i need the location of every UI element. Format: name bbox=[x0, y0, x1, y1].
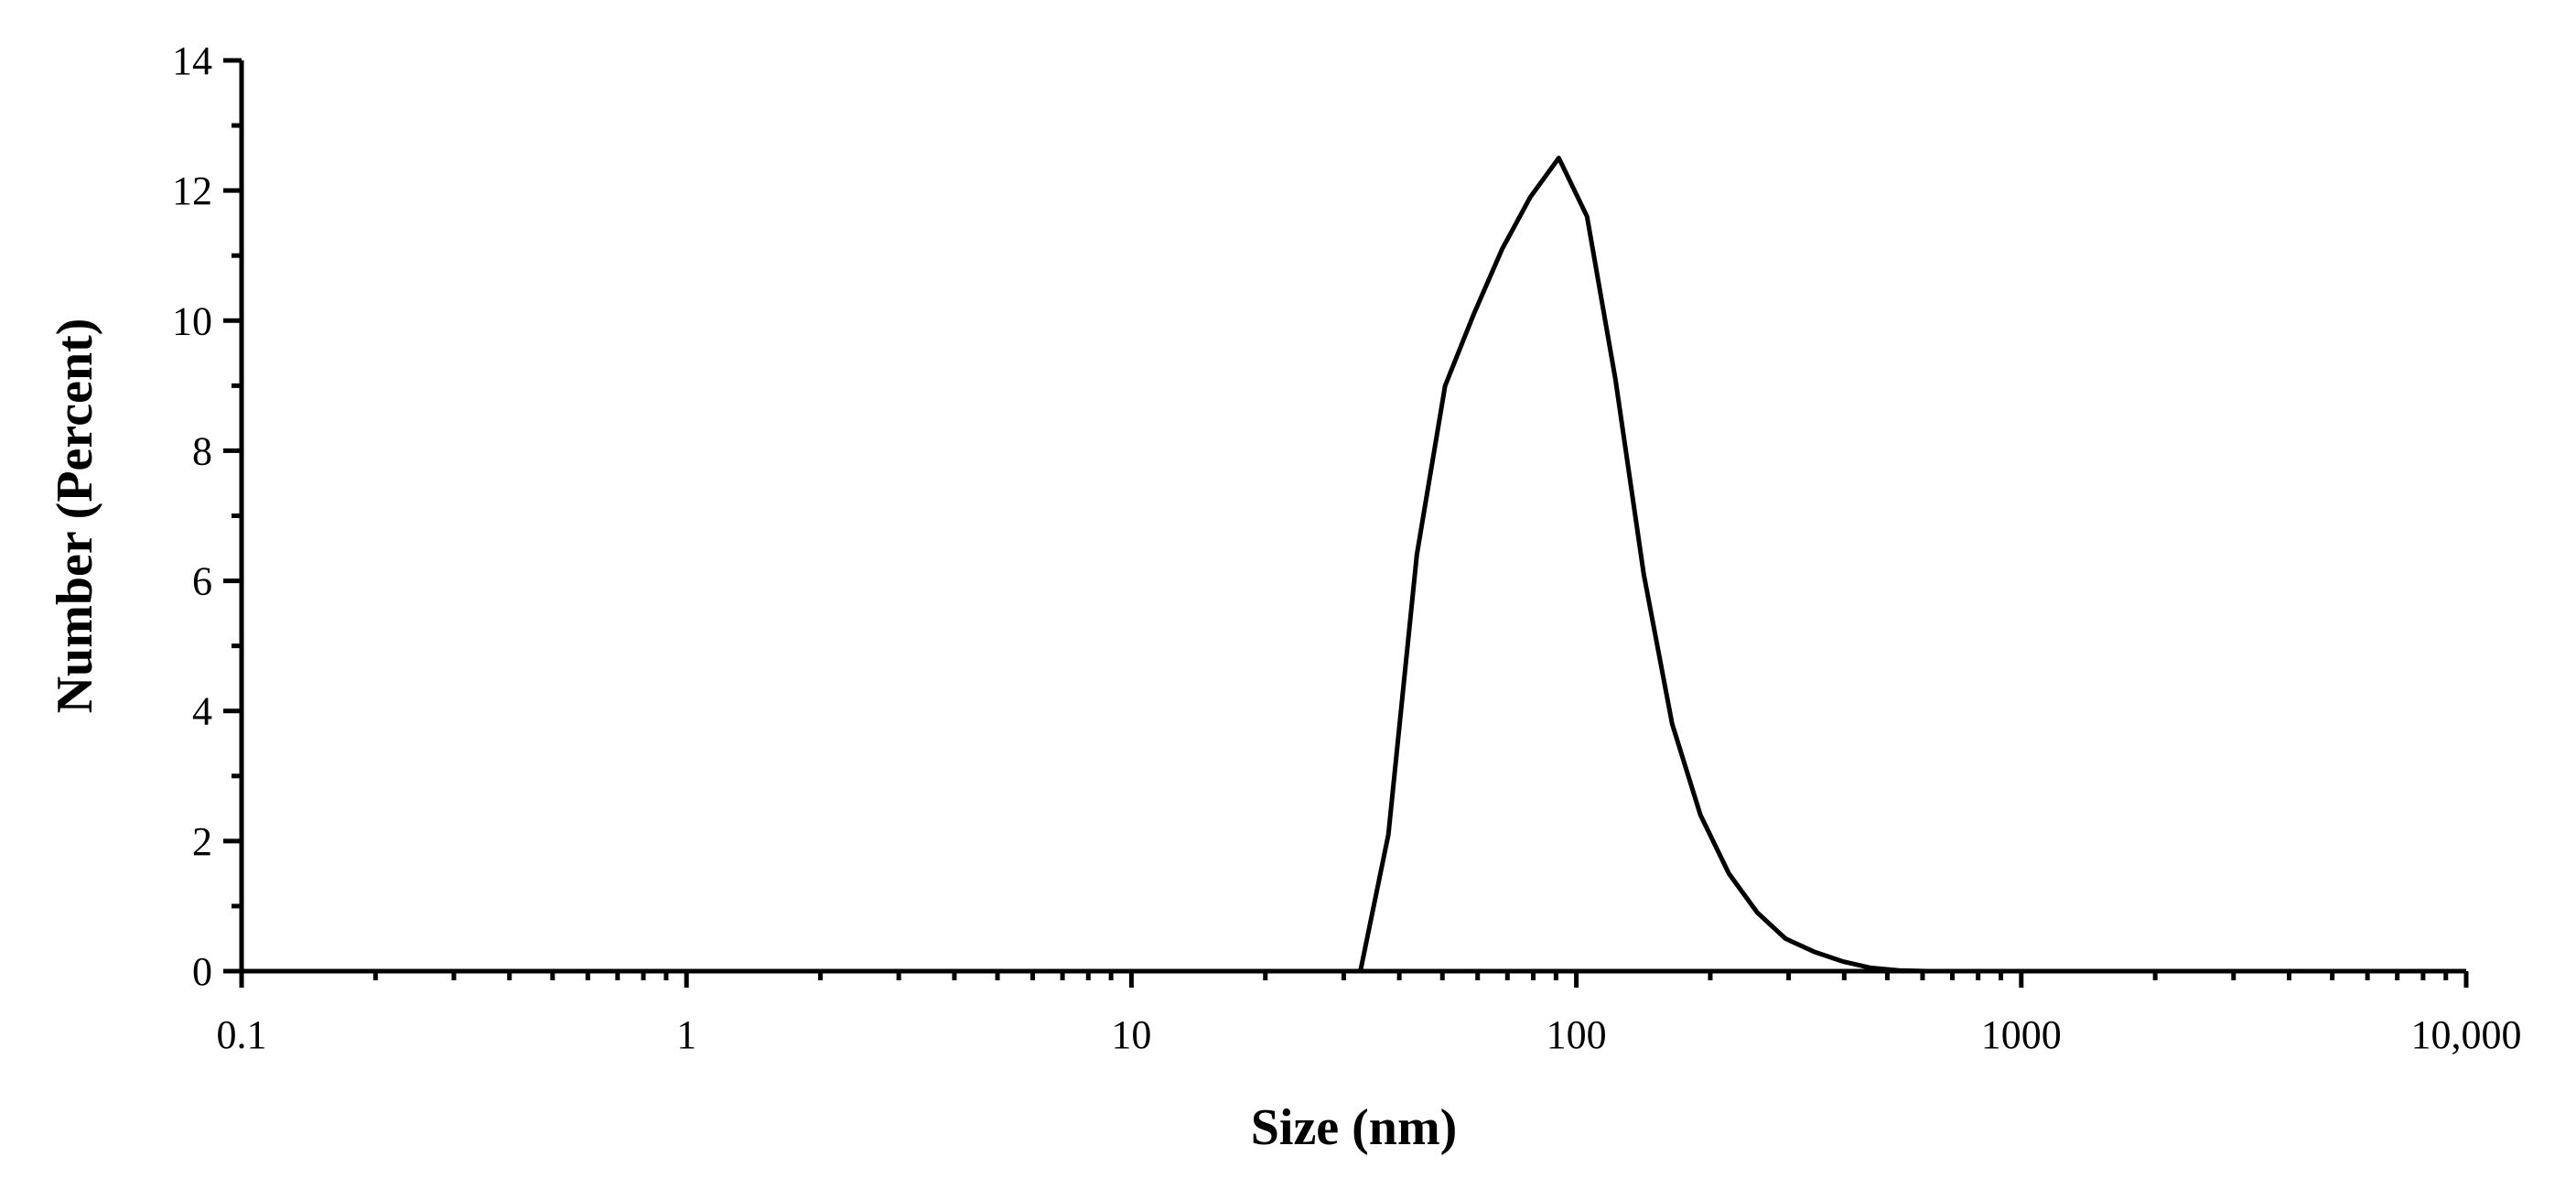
x-tick-label: 10,000 bbox=[2411, 1012, 2522, 1057]
axes bbox=[239, 60, 2466, 974]
y-tick-label: 4 bbox=[192, 689, 212, 734]
x-tick-label: 1 bbox=[676, 1012, 696, 1057]
y-tick-label: 2 bbox=[192, 819, 212, 864]
series-line bbox=[242, 156, 2466, 974]
y-tick-label: 12 bbox=[172, 168, 212, 213]
y-tick-label: 8 bbox=[192, 428, 212, 473]
y-tick-label: 0 bbox=[192, 949, 212, 994]
plot-area bbox=[242, 156, 2466, 974]
x-tick-label: 0.1 bbox=[217, 1012, 267, 1057]
ticks: 0.1 1 10 100 1000 10,000 0 2 4 6 8 10 12 14 bbox=[172, 38, 2522, 1057]
y-tick-label: 14 bbox=[172, 38, 212, 83]
y-axis-title: Number (Percent) bbox=[47, 319, 103, 714]
x-tick-label: 1000 bbox=[1981, 1012, 2062, 1057]
x-axis-title: Size (nm) bbox=[1251, 1099, 1458, 1156]
x-tick-label: 10 bbox=[1111, 1012, 1151, 1057]
x-tick-label: 100 bbox=[1547, 1012, 1607, 1057]
y-tick-label: 10 bbox=[172, 298, 212, 343]
y-tick-label: 6 bbox=[192, 559, 212, 604]
